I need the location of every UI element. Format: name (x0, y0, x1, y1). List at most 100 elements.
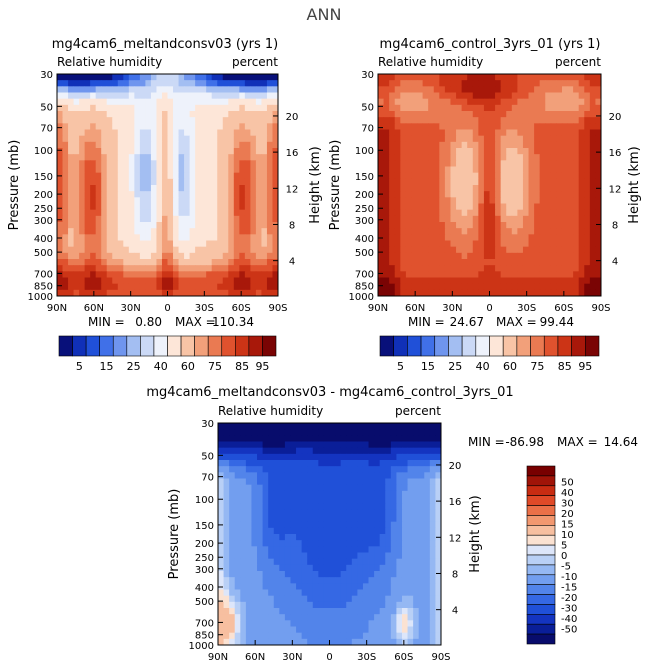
heatmap-cell (250, 234, 257, 241)
heatmap-cell (595, 277, 602, 285)
heatmap-cell (251, 423, 258, 430)
colorbar-label: 5 (561, 541, 567, 552)
heatmap-cell (567, 197, 574, 204)
heatmap-cell (534, 111, 541, 118)
heatmap-cell (101, 166, 108, 174)
heatmap-cell (57, 160, 63, 167)
heatmap-cell (150, 178, 157, 186)
heatmap-cell (495, 117, 502, 124)
heatmap-cell (561, 240, 568, 248)
heatmap-cell (461, 148, 468, 155)
heatmap-cell (112, 265, 119, 272)
heatmap-cell (424, 601, 431, 609)
heatmap-cell (123, 283, 130, 291)
heatmap-cell (178, 141, 185, 149)
heatmap-cell (173, 166, 179, 174)
heatmap-cell (483, 80, 490, 87)
heatmap-cell (318, 515, 325, 523)
heatmap-cell (522, 111, 529, 118)
heatmap-cell (567, 160, 574, 167)
heatmap-cell (189, 154, 196, 161)
heatmap-cell (222, 271, 229, 278)
heatmap-cell (206, 160, 213, 167)
heatmap-cell (379, 441, 386, 449)
heatmap-cell (301, 540, 308, 547)
heatmap-cell (211, 129, 218, 137)
heatmap-cell (417, 74, 423, 81)
heatmap-cell (417, 215, 423, 223)
heatmap-cell (374, 595, 381, 603)
heatmap-cell (357, 521, 364, 529)
heatmap-cell (268, 429, 275, 436)
heatmap-cell (528, 277, 535, 285)
heatmap-cell (567, 141, 574, 149)
heatmap-cell (266, 178, 273, 186)
heatmap-cell (394, 123, 401, 130)
heatmap-cell (62, 234, 69, 241)
heatmap-cell (261, 160, 268, 167)
heatmap-cell (195, 215, 202, 223)
heatmap-cell (411, 197, 418, 204)
heatmap-cell (290, 503, 297, 510)
heatmap-cell (318, 638, 325, 646)
heatmap-cell (346, 540, 353, 547)
heatmap-cell (478, 283, 485, 291)
heatmap-cell (407, 527, 414, 535)
heatmap-cell (378, 123, 384, 130)
heatmap-cell (424, 429, 431, 436)
heatmap-cell (223, 546, 230, 553)
heatmap-cell (394, 277, 401, 285)
heatmap-cell (173, 135, 179, 143)
colorbar-label: 60 (181, 360, 195, 373)
heatmap-cell (340, 571, 347, 578)
heatmap-cell (272, 129, 279, 137)
heatmap-cell (262, 497, 269, 504)
heatmap-cell (240, 453, 247, 461)
heatmap-cell (228, 104, 235, 112)
heatmap-cell (139, 228, 146, 235)
heatmap-cell (511, 246, 518, 254)
heatmap-cell (417, 141, 423, 149)
heatmap-cell (413, 626, 420, 634)
heatmap-cell (62, 123, 69, 130)
heatmap-cell (228, 117, 235, 124)
colorbar-label: 5 (76, 360, 83, 373)
heatmap-cell (255, 104, 262, 112)
heatmap-cell (418, 540, 425, 547)
heatmap-cell (240, 552, 247, 560)
heatmap-cell (483, 277, 490, 285)
heatmap-cell (272, 80, 279, 87)
heatmap-cell (240, 441, 247, 449)
heatmap-cell (545, 240, 552, 248)
heatmap-cell (223, 564, 230, 572)
heatmap-cell (394, 104, 401, 112)
heatmap-cell (57, 252, 63, 260)
heatmap-cell (511, 265, 518, 272)
y-tick-label: 100 (355, 146, 374, 157)
heatmap-cell (550, 191, 557, 198)
heatmap-cell (150, 240, 157, 248)
heatmap-cell (57, 222, 63, 229)
heatmap-cell (323, 441, 330, 449)
heatmap-cell (433, 141, 440, 149)
heatmap-cell (379, 534, 386, 541)
heatmap-cell (573, 259, 580, 266)
heatmap-cell (134, 123, 141, 130)
heatmap-cell (467, 148, 474, 155)
heatmap-cell (396, 589, 403, 597)
heatmap-cell (245, 601, 252, 609)
heatmap-cell (257, 614, 263, 621)
heatmap-cell (251, 484, 258, 492)
heatmap-cell (422, 259, 429, 266)
heatmap-cell (273, 527, 280, 535)
heatmap-cell (329, 453, 336, 461)
heatmap-cell (595, 271, 602, 278)
heatmap-cell (329, 478, 336, 486)
heatmap-cell (329, 515, 336, 523)
heatmap-cell (411, 289, 418, 297)
heatmap-cell (511, 215, 518, 223)
heatmap-cell (57, 74, 63, 81)
heatmap-cell (261, 203, 268, 211)
heatmap-cell (329, 490, 336, 498)
